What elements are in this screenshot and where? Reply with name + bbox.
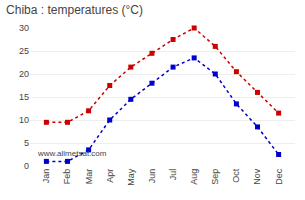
svg-text:May: May bbox=[126, 168, 136, 186]
svg-text:Jul: Jul bbox=[168, 169, 178, 181]
svg-text:Chiba : temperatures (°C): Chiba : temperatures (°C) bbox=[6, 3, 143, 17]
svg-text:Mar: Mar bbox=[84, 169, 94, 185]
svg-text:Dec: Dec bbox=[274, 168, 284, 185]
svg-text:0: 0 bbox=[24, 161, 29, 171]
svg-text:Oct: Oct bbox=[231, 168, 241, 183]
svg-text:Aug: Aug bbox=[189, 169, 199, 185]
svg-text:15: 15 bbox=[19, 92, 29, 102]
svg-text:20: 20 bbox=[19, 69, 29, 79]
svg-text:Sep: Sep bbox=[210, 169, 220, 185]
svg-text:5: 5 bbox=[24, 138, 29, 148]
svg-text:Apr: Apr bbox=[105, 169, 115, 183]
svg-text:Jan: Jan bbox=[41, 169, 51, 184]
svg-text:www.allmetsat.com: www.allmetsat.com bbox=[37, 149, 107, 158]
svg-text:30: 30 bbox=[19, 23, 29, 33]
svg-text:Feb: Feb bbox=[62, 169, 72, 185]
svg-text:10: 10 bbox=[19, 115, 29, 125]
svg-text:Jun: Jun bbox=[147, 169, 157, 184]
svg-text:25: 25 bbox=[19, 46, 29, 56]
svg-text:Nov: Nov bbox=[252, 168, 262, 185]
